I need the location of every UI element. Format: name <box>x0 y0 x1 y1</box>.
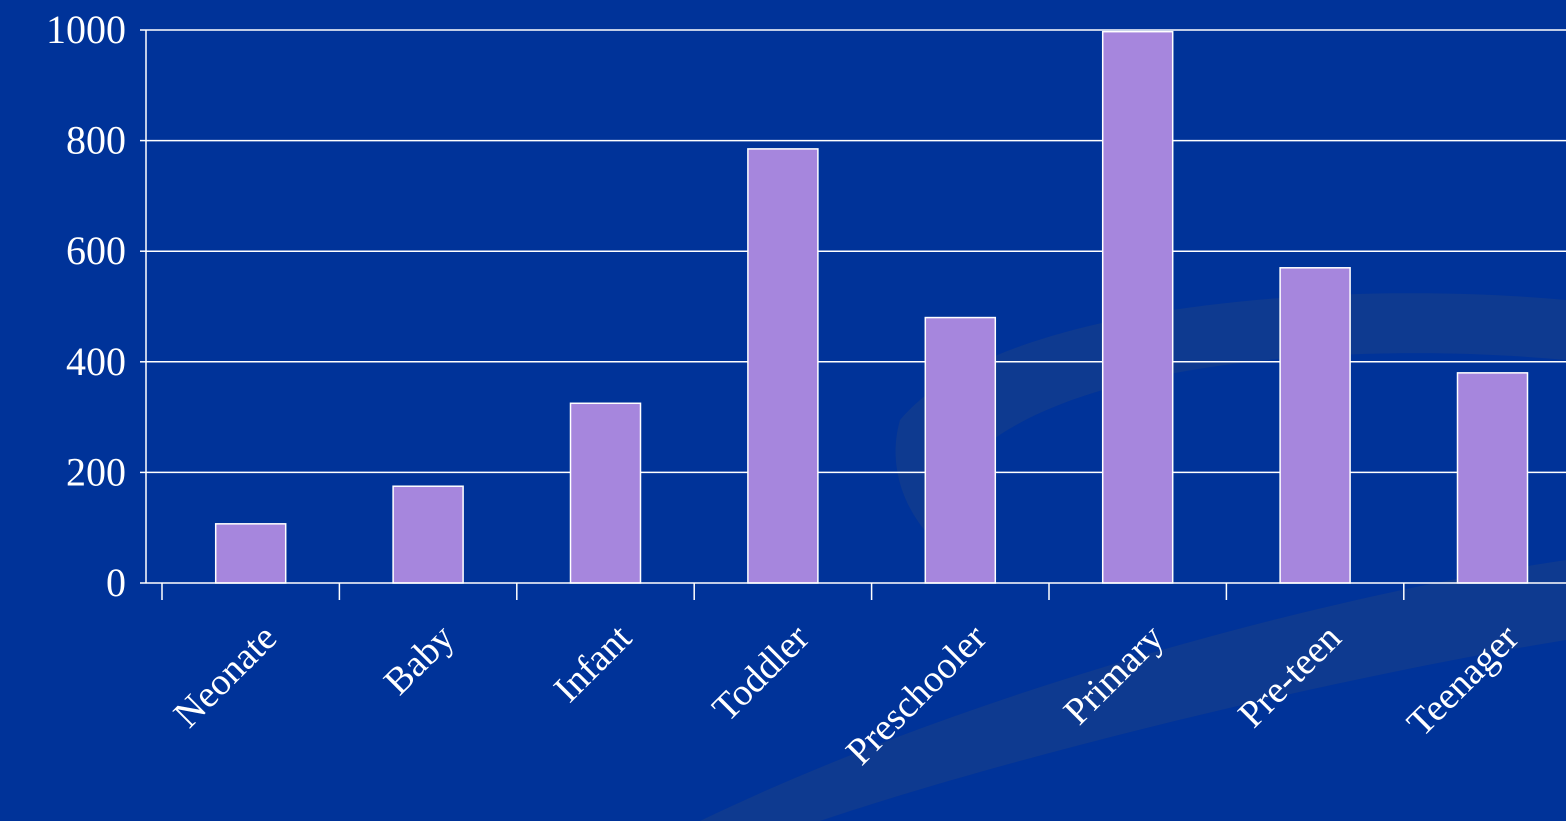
y-tick-label: 600 <box>66 228 126 273</box>
x-tick-label: Baby <box>376 617 462 703</box>
bar-neonate <box>214 523 287 584</box>
bar-infant <box>569 402 642 584</box>
x-axis-category-labels: Neonate Baby Infant Toddler Preschooler Prima… <box>166 616 1527 773</box>
x-tick-label: Neonate <box>166 617 285 736</box>
y-tick-label: 1000 <box>46 7 126 52</box>
bar-preschooler <box>924 316 997 584</box>
y-axis-tick-labels: 0 200 400 600 800 1000 <box>46 7 126 605</box>
x-tick-label: Toddler <box>704 616 817 729</box>
background-swoosh-lower <box>700 560 1566 821</box>
x-tick-label: Infant <box>546 616 640 710</box>
y-tick-label: 400 <box>66 339 126 384</box>
bars <box>214 30 1529 584</box>
axes <box>145 30 1566 600</box>
background-swoosh-upper <box>895 293 1566 580</box>
y-tick-label: 800 <box>66 118 126 163</box>
bar-toddler <box>747 148 819 584</box>
y-tick-label: 0 <box>106 560 126 605</box>
bar-teenager <box>1456 372 1529 584</box>
bar-baby <box>392 485 464 584</box>
background-decoration <box>700 293 1566 821</box>
y-tick-label: 200 <box>66 449 126 494</box>
bar-pre-teen <box>1279 267 1351 584</box>
bar-primary <box>1101 30 1174 584</box>
